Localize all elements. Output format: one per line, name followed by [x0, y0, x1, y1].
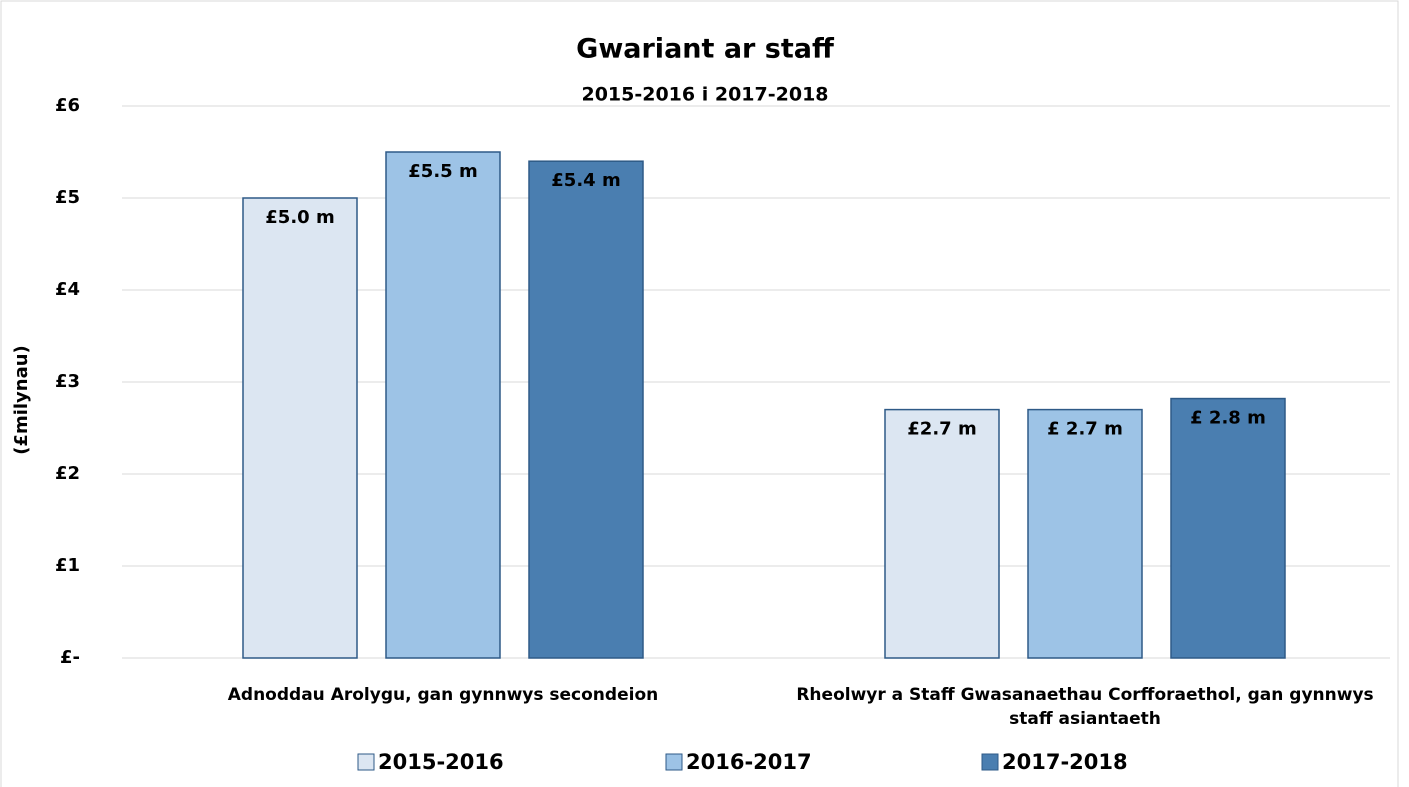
legend-swatch [665, 753, 683, 771]
legend-swatch [981, 753, 999, 771]
chart-title: Gwariant ar staff [576, 34, 835, 65]
bar [1027, 408, 1143, 659]
x-tick-label: Adnoddau Arolygu, gan gynnwys secondeion [227, 685, 659, 705]
data-label: £5.4 m [551, 170, 620, 191]
y-tick-label: £3 [55, 371, 80, 392]
legend-label: 2015-2016 [378, 750, 504, 774]
y-tick-label: £- [60, 647, 80, 668]
data-label: £ 2.7 m [1047, 419, 1123, 440]
bar [884, 408, 1000, 659]
data-label: £2.7 m [907, 419, 976, 440]
y-tick-label: £2 [55, 463, 80, 484]
bar [1170, 397, 1286, 659]
legend-swatch [357, 753, 375, 771]
data-label: £5.5 m [408, 161, 477, 182]
chart-subtitle: 2015-2016 i 2017-2018 [581, 84, 828, 106]
legend-label: 2017-2018 [1002, 750, 1128, 774]
legend-label: 2016-2017 [686, 750, 812, 774]
bar [528, 160, 644, 659]
y-tick-label: £4 [55, 279, 80, 300]
x-tick-label: Rheolwyr a Staff Gwasanaethau Corfforaet… [796, 685, 1374, 729]
y-tick-label: £1 [55, 555, 80, 576]
bar [385, 151, 501, 659]
y-tick-label: £6 [55, 95, 80, 116]
y-tick-label: £5 [55, 187, 80, 208]
y-axis-label: (£milynau) [11, 345, 32, 455]
data-label: £5.0 m [265, 207, 334, 228]
bar [242, 197, 358, 659]
data-label: £ 2.8 m [1190, 408, 1266, 429]
